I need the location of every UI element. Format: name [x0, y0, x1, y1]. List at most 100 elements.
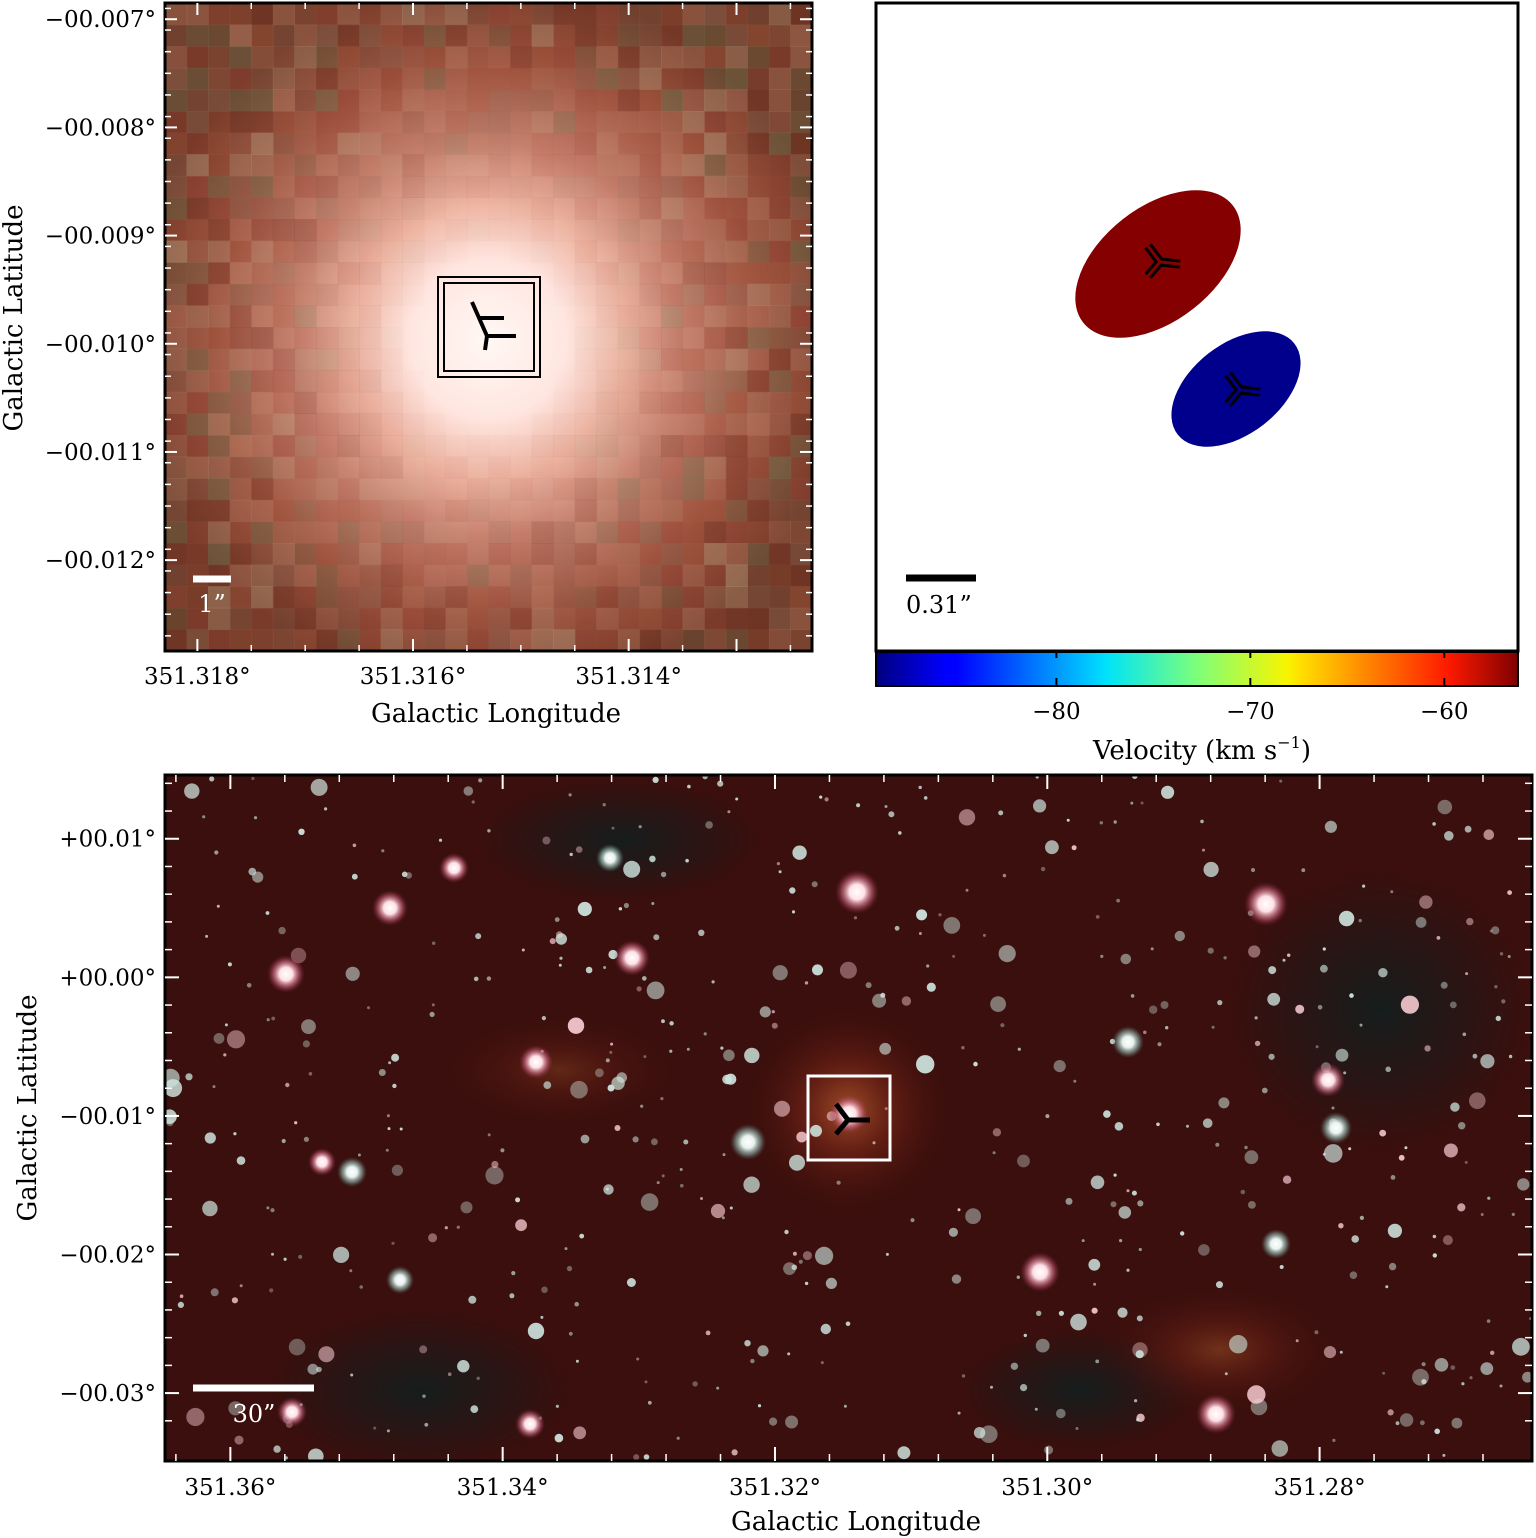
image-pixel — [316, 240, 339, 263]
image-pixel — [553, 46, 576, 69]
image-pixel — [402, 564, 425, 587]
star — [1420, 1420, 1425, 1426]
image-pixel — [553, 370, 575, 392]
image-pixel — [639, 391, 662, 414]
image-pixel — [380, 46, 403, 69]
image-pixel — [639, 543, 662, 566]
star — [1466, 917, 1474, 926]
star — [1424, 1045, 1431, 1052]
image-pixel — [251, 197, 274, 220]
star — [253, 816, 258, 820]
star — [603, 966, 607, 969]
image-pixel — [186, 370, 209, 393]
star — [636, 1357, 640, 1361]
image-pixel — [639, 24, 662, 47]
image-pixel — [488, 67, 511, 90]
star — [1223, 956, 1227, 960]
image-pixel — [725, 283, 748, 306]
image-pixel — [208, 283, 231, 306]
star — [575, 1359, 579, 1363]
star — [1483, 829, 1495, 840]
image-pixel — [531, 478, 554, 501]
star — [386, 1429, 390, 1433]
star — [549, 938, 556, 945]
image-pixel — [531, 586, 554, 609]
image-pixel — [423, 629, 446, 652]
image-pixel — [272, 175, 295, 198]
image-pixel — [489, 413, 511, 435]
image-pixel — [466, 67, 490, 90]
star — [1036, 1310, 1042, 1316]
image-pixel — [725, 499, 748, 522]
y-tick-label: −00.007° — [45, 7, 156, 33]
star — [1301, 868, 1306, 873]
image-pixel — [617, 67, 641, 90]
image-pixel — [510, 413, 532, 435]
image-pixel — [661, 283, 684, 306]
image-pixel — [402, 543, 425, 566]
image-pixel — [294, 111, 317, 134]
image-pixel — [165, 456, 188, 479]
star — [352, 843, 357, 848]
image-pixel — [747, 67, 770, 90]
star — [1244, 1145, 1248, 1150]
image-pixel — [510, 305, 532, 327]
image-pixel — [639, 219, 662, 242]
image-pixel — [380, 456, 403, 479]
image-pixel — [251, 132, 274, 155]
image-pixel — [747, 370, 770, 393]
image-pixel — [208, 521, 231, 544]
star — [1458, 1122, 1466, 1130]
image-pixel — [596, 521, 619, 544]
image-pixel — [596, 456, 619, 479]
y-tick-label: −00.009° — [45, 224, 156, 250]
image-pixel — [359, 3, 382, 26]
star — [419, 1345, 428, 1354]
image-pixel — [489, 262, 511, 284]
image-pixel — [466, 629, 490, 652]
image-pixel — [294, 240, 317, 263]
image-pixel — [229, 586, 252, 609]
image-pixel — [682, 478, 705, 501]
image-pixel — [445, 413, 467, 435]
image-pixel — [445, 46, 468, 69]
star — [165, 1079, 183, 1098]
star — [720, 1046, 724, 1050]
image-pixel — [229, 240, 252, 263]
image-pixel — [747, 521, 770, 544]
image-pixel — [704, 46, 727, 69]
image-pixel — [467, 435, 489, 457]
image-pixel — [553, 456, 576, 479]
image-pixel — [682, 197, 705, 220]
image-pixel — [251, 413, 274, 436]
image-pixel — [208, 435, 231, 458]
image-pixel — [510, 521, 533, 544]
image-pixel — [208, 24, 231, 47]
top-left-scale-bar-label: 1” — [198, 590, 226, 618]
image-pixel — [790, 456, 813, 479]
star — [910, 1218, 915, 1223]
star — [918, 932, 922, 935]
image-pixel — [553, 629, 576, 652]
star — [1464, 825, 1472, 833]
image-pixel — [747, 499, 770, 522]
image-pixel — [294, 262, 317, 285]
image-pixel — [639, 67, 662, 90]
top-left-frame — [163, 1, 814, 653]
star — [802, 1251, 812, 1261]
image-pixel — [337, 175, 360, 198]
star — [653, 934, 660, 941]
star — [644, 1380, 648, 1384]
star — [961, 1374, 966, 1378]
star — [1016, 1275, 1020, 1279]
image-pixel — [359, 413, 382, 436]
star — [388, 1061, 392, 1065]
image-pixel — [316, 327, 339, 350]
image-pixel — [423, 478, 446, 501]
image-pixel — [489, 349, 511, 371]
star — [387, 1127, 391, 1131]
star — [271, 1016, 276, 1021]
image-pixel — [294, 132, 317, 155]
image-pixel — [768, 89, 792, 112]
image-pixel — [445, 219, 468, 242]
